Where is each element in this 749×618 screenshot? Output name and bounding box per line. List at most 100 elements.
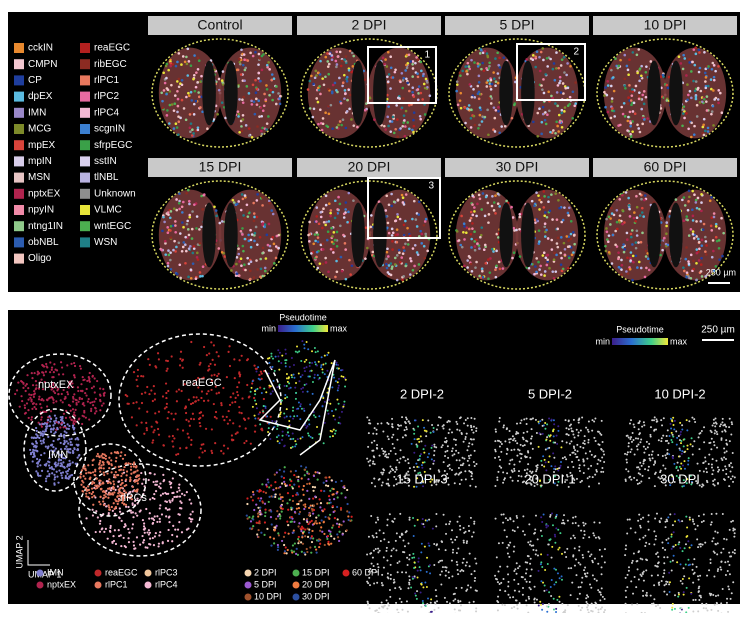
cell-dot [340,65,343,68]
cell-dot [487,56,490,59]
pseudotime-dot [281,355,283,357]
cell-dot [682,54,685,57]
pseudotime-dot [288,435,290,437]
cell-dot [546,264,549,267]
cell-dot [473,230,476,233]
umap-dot [165,397,167,399]
umap-dot [99,460,101,462]
cell-dot [402,121,405,124]
cell-dot [275,85,278,88]
cell-dot [712,124,715,127]
zoom-dot [545,461,547,463]
legend-label: sstIN [94,156,117,167]
cell-dot [556,246,559,249]
time-dot [289,484,291,486]
cell-dot [688,196,691,199]
time-dot [289,499,291,501]
umap-dot [64,397,66,399]
zoom-dot [558,467,560,469]
cell-dot [467,62,470,65]
pseudotime-dot [341,375,343,377]
cell-dot [401,106,404,109]
time-dot [277,549,279,551]
cell-dot [315,97,318,100]
cell-dot [240,73,243,76]
umap-dot [43,423,45,425]
cell-dot [176,90,179,93]
cell-dot [188,203,191,206]
zoom-dot [514,470,516,472]
pseudotime-dot [312,393,314,395]
umap-dot [56,471,58,473]
cell-dot [419,118,422,121]
umap-dot [203,346,205,348]
umap-dot [250,443,252,445]
pseudotime-dot [279,442,281,444]
cell-dot [182,226,185,229]
pseudotime-dot [278,360,280,362]
cell-dot [538,240,541,243]
umap-dot [112,486,114,488]
cell-dot [535,257,538,260]
time-dot [312,497,314,499]
cell-dot [187,189,190,192]
umap-dot [101,456,103,458]
time-dot [296,476,298,478]
umap-dot [26,402,28,404]
time-dot [325,484,327,486]
time-dot [292,544,294,546]
umap-dot [118,529,120,531]
legend-label: WSN [94,237,117,248]
zoom-dot [568,428,570,430]
cell-dot [496,51,499,54]
time-dot [297,525,299,527]
zoom-dot [494,457,496,459]
umap-dot [74,415,76,417]
umap-dot [176,390,178,392]
cell-dot [394,71,397,74]
cell-dot [701,275,704,278]
cell-dot [187,228,190,231]
umap-dot [45,445,47,447]
cell-dot [174,231,177,234]
umap-dot [41,416,43,418]
zoom-dot [400,449,402,451]
zoom-dot [374,427,376,429]
cell-dot [687,94,690,97]
cell-dot [411,63,414,66]
pseudotime-dot [321,368,323,370]
cell-dot [564,106,567,109]
cell-dot [336,126,339,129]
time-dot [320,502,322,504]
cell-dot [686,98,689,101]
cell-dot [352,65,355,68]
umap-dot [81,469,83,471]
pseudotime-dot [307,432,309,434]
time-dot [314,546,316,548]
umap-dot [92,471,94,473]
zoom-dot [387,478,389,480]
cell-dot [474,249,477,252]
time-dot [261,483,263,485]
zoom-dot [455,444,457,446]
legend-swatch [14,75,24,85]
umap-dot [100,464,102,466]
scale-label: 250 µm [701,325,735,336]
cell-dot [718,239,721,242]
umap-dot [229,419,231,421]
cell-dot [713,64,716,67]
cell-dot [160,91,163,94]
umap-dot [21,381,23,383]
umap-dot [61,418,63,420]
cell-dot [701,100,704,103]
cell-dot [497,64,500,67]
time-dot [298,507,300,509]
zoom-dot [598,482,600,484]
cell-dot [687,209,690,212]
cell-dot [535,191,538,194]
umap-dot [50,396,52,398]
umap-dot [85,472,87,474]
cell-dot [632,255,635,258]
umap-dot [229,404,231,406]
umap-dot [216,392,218,394]
